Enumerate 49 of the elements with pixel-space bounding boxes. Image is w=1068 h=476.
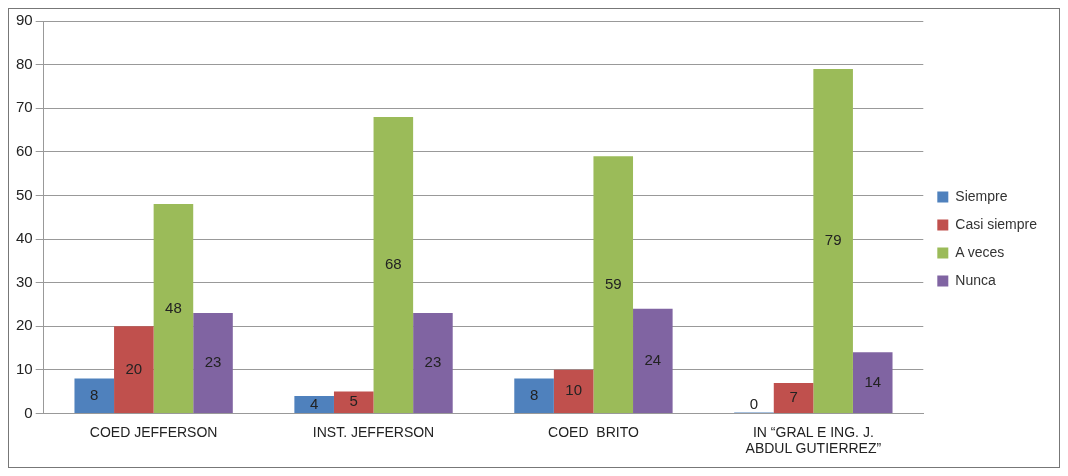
data-label: 8 <box>529 385 539 403</box>
data-label: 59 <box>604 274 622 292</box>
bar <box>593 156 634 413</box>
data-label: 0 <box>749 395 759 413</box>
y-tick-label: 30 <box>16 272 33 290</box>
y-tick-label: 70 <box>16 98 33 116</box>
bar <box>114 326 154 413</box>
bar <box>553 369 594 413</box>
y-tick-label: 60 <box>16 141 33 159</box>
data-label: 79 <box>824 231 842 249</box>
data-label: 68 <box>384 255 402 273</box>
bar <box>773 382 814 413</box>
bar <box>294 395 334 413</box>
data-label: 14 <box>864 372 882 390</box>
bar <box>333 391 374 413</box>
bar <box>373 116 414 413</box>
y-tick-label: 90 <box>16 11 33 29</box>
bar <box>74 378 115 413</box>
y-tick-label: 20 <box>16 316 33 334</box>
data-label: 23 <box>204 353 222 371</box>
y-tick-label: 80 <box>16 54 33 72</box>
legend-label: Siempre <box>955 187 1008 204</box>
y-tick-label: 40 <box>16 229 33 247</box>
bar <box>514 378 554 413</box>
data-label: 48 <box>165 298 182 316</box>
data-label: 23 <box>424 353 442 371</box>
x-tick-label: INST. JEFFERSON <box>312 423 435 440</box>
y-tick-label: 10 <box>16 359 33 377</box>
legend-label: Nunca <box>955 271 996 288</box>
data-label: 24 <box>644 350 662 368</box>
data-label: 10 <box>565 381 582 399</box>
bar <box>413 313 453 413</box>
x-tick-label: COED JEFFERSON <box>89 423 218 440</box>
bar <box>153 204 194 413</box>
bar <box>193 313 233 413</box>
bar <box>633 308 673 413</box>
data-label: 7 <box>789 388 798 406</box>
bar <box>813 68 853 413</box>
x-tick-label: COED BRITO <box>548 423 639 440</box>
data-label: 5 <box>349 392 358 410</box>
y-tick-label: 50 <box>16 185 33 203</box>
data-label: 20 <box>125 359 143 377</box>
data-label: 8 <box>90 385 99 403</box>
x-tick-label: IN “GRAL E ING. J. ABDUL GUTIERREZ” <box>745 423 882 457</box>
y-tick-label: 0 <box>24 403 33 421</box>
legend-label: A veces <box>955 243 1005 260</box>
bar <box>852 352 893 413</box>
data-label: 4 <box>310 394 319 412</box>
legend-label: Casi siempre <box>955 215 1038 232</box>
